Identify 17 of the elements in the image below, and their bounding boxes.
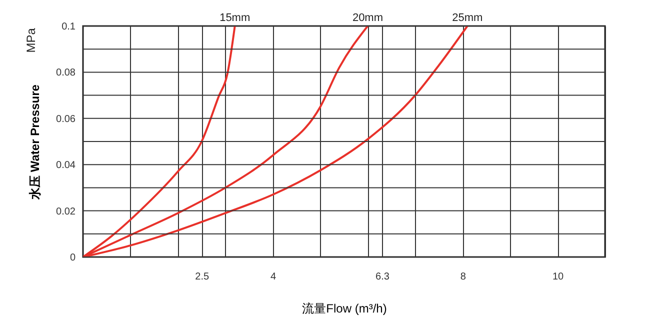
series-label: 20mm — [352, 12, 384, 24]
y-tick-label: 0.06 — [56, 114, 76, 125]
y-tick-label: 0 — [70, 252, 76, 264]
series-label: 25mm — [452, 12, 483, 24]
x-axis-title: 流量Flow (m³/h) — [302, 302, 387, 316]
x-tick-label: 2.5 — [195, 272, 210, 282]
x-tick-label: 10 — [552, 272, 564, 282]
y-tick-label: 0.02 — [56, 206, 76, 218]
y-axis-title: 水压 Water Pressure — [28, 84, 42, 200]
series-label: 15mm — [220, 12, 250, 24]
text: MPa — [24, 28, 38, 53]
y-tick-label: 0.04 — [56, 160, 76, 172]
y-tick-label: 0.08 — [56, 68, 76, 79]
x-tick-label: 8 — [460, 272, 466, 282]
x-tick-label: 4 — [270, 272, 277, 282]
y-tick-label: 0.1 — [62, 22, 76, 32]
x-tick-label: 6.3 — [376, 272, 390, 282]
